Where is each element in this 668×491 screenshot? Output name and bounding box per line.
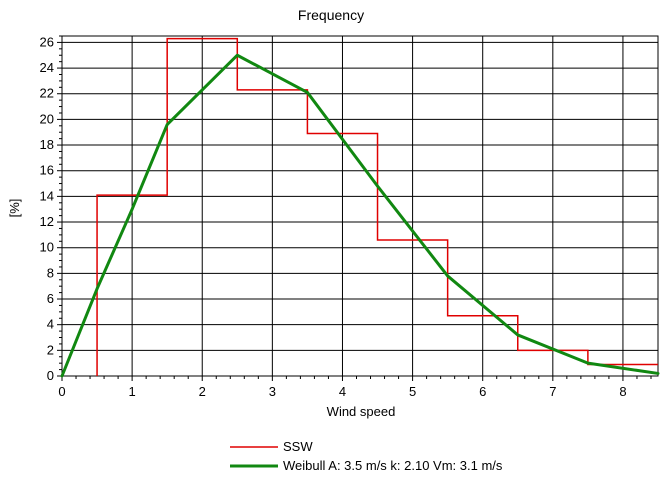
y-tick-label: 12 — [40, 214, 54, 229]
y-axis-label: [%] — [7, 199, 22, 218]
y-tick-label: 8 — [47, 265, 54, 280]
y-tick-label: 14 — [40, 188, 54, 203]
legend-label-weibull: Weibull A: 3.5 m/s k: 2.10 Vm: 3.1 m/s — [283, 458, 503, 473]
x-tick-label: 4 — [339, 384, 346, 399]
series-ssw-step-line — [96, 37, 658, 376]
x-axis-label: Wind speed — [327, 404, 396, 419]
y-tick-label: 24 — [40, 60, 54, 75]
series-weibull-line — [60, 53, 660, 378]
y-tick-label: 10 — [40, 240, 54, 255]
y-tick-label: 22 — [40, 86, 54, 101]
x-tick-label: 0 — [58, 384, 65, 399]
y-tick-label: 20 — [40, 111, 54, 126]
y-tick-label: 2 — [47, 342, 54, 357]
ssw-bin-0 — [97, 195, 167, 376]
x-tick-label: 8 — [619, 384, 626, 399]
y-tick-label: 26 — [40, 34, 54, 49]
y-tick-label: 18 — [40, 137, 54, 152]
y-tick-label: 4 — [47, 317, 54, 332]
x-tick-label: 7 — [549, 384, 556, 399]
y-tick-label: 6 — [47, 291, 54, 306]
x-tick-label: 6 — [479, 384, 486, 399]
x-tick-label: 5 — [409, 384, 416, 399]
legend-label-ssw: SSW — [283, 439, 313, 454]
y-tick-label: 0 — [47, 368, 54, 383]
legend: SSW Weibull A: 3.5 m/s k: 2.10 Vm: 3.1 m… — [230, 439, 503, 473]
ssw-bin-6 — [518, 350, 588, 376]
plot-frame — [61, 35, 659, 377]
x-tick-label: 1 — [129, 384, 136, 399]
y-tick-label: 16 — [40, 163, 54, 178]
ssw-bin-2 — [237, 90, 307, 376]
chart-title: Frequency — [298, 7, 364, 23]
x-tick-label: 2 — [199, 384, 206, 399]
x-tick-label: 3 — [269, 384, 276, 399]
